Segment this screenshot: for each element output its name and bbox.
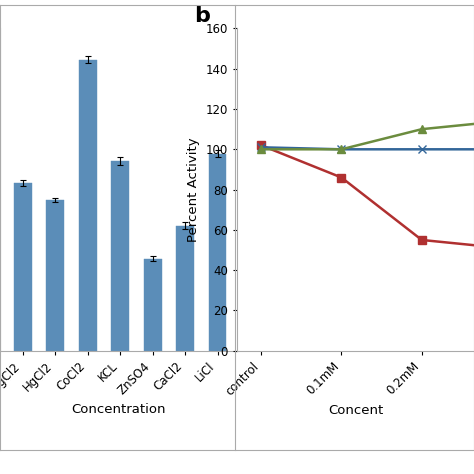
Bar xyxy=(79,60,97,351)
Bar xyxy=(176,226,194,351)
Text: b: b xyxy=(194,6,210,26)
Bar xyxy=(46,200,64,351)
Bar xyxy=(111,161,129,351)
X-axis label: Concentration: Concentration xyxy=(71,402,166,416)
Bar xyxy=(14,183,32,351)
Y-axis label: Percent Activity: Percent Activity xyxy=(187,137,200,242)
X-axis label: Concent: Concent xyxy=(328,403,383,417)
Bar xyxy=(209,154,227,351)
Bar xyxy=(144,259,162,351)
